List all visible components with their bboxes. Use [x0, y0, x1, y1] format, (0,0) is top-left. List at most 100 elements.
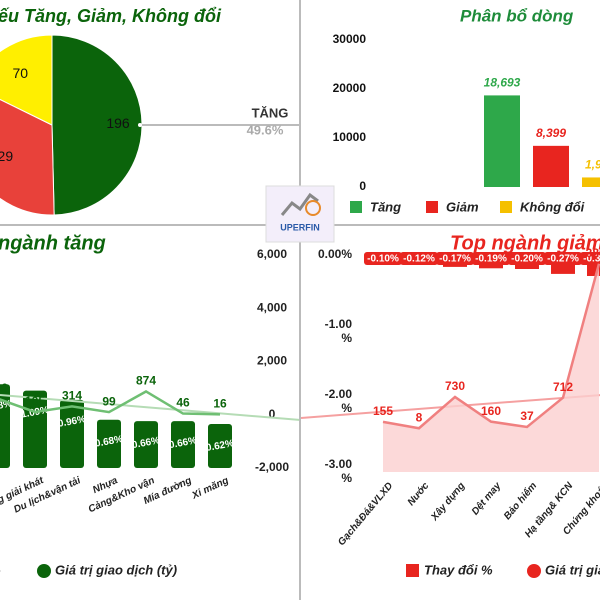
chart-title: Phân bổ dòng	[460, 6, 574, 25]
bar	[134, 421, 158, 468]
label-bg	[436, 252, 474, 265]
data-label: -0.20%	[511, 254, 543, 265]
y-tick-label: -1.00%	[325, 317, 353, 345]
data-label: 0.68%	[94, 434, 124, 450]
label-bg	[508, 252, 546, 265]
line-label: 874	[136, 374, 156, 388]
pie-slice	[0, 34, 53, 126]
y-tick-label: -2.00%	[325, 387, 353, 415]
line-label: 600	[0, 381, 8, 395]
y-tick-label: 0.00%	[318, 247, 352, 261]
y2-tick-label: 4,000	[257, 300, 287, 314]
legend-swatch	[37, 564, 51, 578]
logo-text: UPERFIN	[280, 222, 320, 232]
line-label: 712	[553, 380, 573, 394]
tick-part: -2.00	[325, 387, 353, 401]
bar	[484, 95, 520, 187]
data-label: 0.66%	[168, 435, 198, 451]
pie-slice	[51, 34, 143, 216]
line-label: 314	[62, 389, 82, 403]
line-label: 3800	[586, 246, 600, 260]
chart-title: ếu Tăng, Giảm, Không đổi	[0, 6, 222, 26]
bar	[97, 419, 121, 468]
data-label: -0.19%	[475, 254, 507, 265]
y2-tick-label: 6,000	[257, 247, 287, 261]
logo: UPERFIN	[265, 185, 335, 243]
bar	[208, 423, 232, 468]
bar	[582, 177, 600, 187]
legend-swatch	[350, 201, 362, 213]
y-tick-label: 30000	[333, 32, 367, 46]
line-label: 16	[213, 396, 227, 410]
y-tick-label: 10000	[333, 130, 367, 144]
pie-slice	[0, 98, 55, 216]
y-tick-label: 20000	[333, 81, 367, 95]
line	[0, 390, 221, 416]
y2-tick-label: 2,000	[257, 354, 287, 368]
data-label: -0.10%	[367, 254, 399, 265]
line-label: 46	[176, 396, 190, 410]
leader-dot	[138, 123, 142, 127]
logo-icon	[305, 200, 321, 216]
legend-swatch	[426, 201, 438, 213]
logo-icon	[280, 192, 319, 216]
data-label: -0.27%	[547, 254, 579, 265]
y-tick-label: -3.00%	[325, 457, 353, 485]
chart-title: Top ngành giảm	[450, 232, 600, 254]
legend-label: Giảm	[446, 199, 479, 214]
tick-part: %	[341, 401, 352, 415]
line-label: 155	[373, 404, 393, 418]
panel: Phân bổ dòng 0 10000 20000 30000 18,693 8,399 1…	[333, 6, 600, 214]
legend-swatch	[527, 564, 541, 578]
data-label: 18,693	[484, 76, 521, 90]
tick-part: %	[341, 471, 352, 485]
line-label: 730	[445, 379, 465, 393]
line-label: 160	[481, 404, 501, 418]
y-tick-label: 0	[359, 179, 366, 193]
logo-box	[265, 185, 335, 243]
tick-part: 0.00%	[318, 247, 352, 261]
label-bg	[472, 252, 510, 265]
label-bg	[364, 252, 402, 265]
data-label: 8,399	[536, 126, 566, 140]
trend-line	[0, 394, 299, 421]
legend-swatch	[406, 564, 419, 577]
annotation-value: 49.6%	[247, 122, 284, 137]
legend-label: Tăng	[370, 199, 401, 214]
legend-swatch	[500, 201, 512, 213]
data-label: 0.62%	[205, 438, 235, 454]
tick-part: -1.00	[325, 317, 353, 331]
chart-title: ngành tăng	[0, 232, 106, 254]
data-label: -0.12%	[403, 254, 435, 265]
line	[382, 263, 600, 430]
tick-part: %	[341, 331, 352, 345]
data-label: 129	[0, 148, 13, 164]
bar	[171, 421, 195, 468]
line-label: 105	[25, 394, 45, 408]
data-label: -0.30%	[583, 254, 600, 265]
data-label: 1,950	[585, 158, 600, 172]
legend-label: Thay đổi %	[0, 562, 1, 577]
bar	[533, 145, 569, 187]
data-label: -0.17%	[439, 254, 471, 265]
legend-label: Không đổi	[520, 199, 585, 214]
tick-part: -3.00	[325, 457, 353, 471]
label-bg	[400, 252, 438, 265]
legend-label: Giá trị giao dịch (tỷ)	[545, 562, 600, 577]
data-label: 70	[13, 65, 29, 81]
annotation-label: TĂNG	[252, 105, 289, 120]
label-bg	[544, 252, 582, 265]
line-area	[383, 263, 599, 472]
y2-tick-label: -2,000	[255, 460, 289, 474]
y2-tick-label: 0	[269, 407, 276, 421]
data-label: 196	[106, 115, 130, 131]
bar	[0, 384, 10, 468]
label-bg	[580, 252, 600, 265]
line-label: 37	[520, 409, 534, 423]
data-label: 0.96%	[57, 414, 87, 430]
legend-label: Giá trị giao dịch (tỷ)	[55, 562, 177, 577]
legend-label: Thay đổi %	[424, 562, 493, 577]
panel: ếu Tăng, Giảm, Không đổi 196 129 70 TĂNG 49.6…	[0, 6, 299, 216]
line-label: 8	[416, 410, 423, 424]
